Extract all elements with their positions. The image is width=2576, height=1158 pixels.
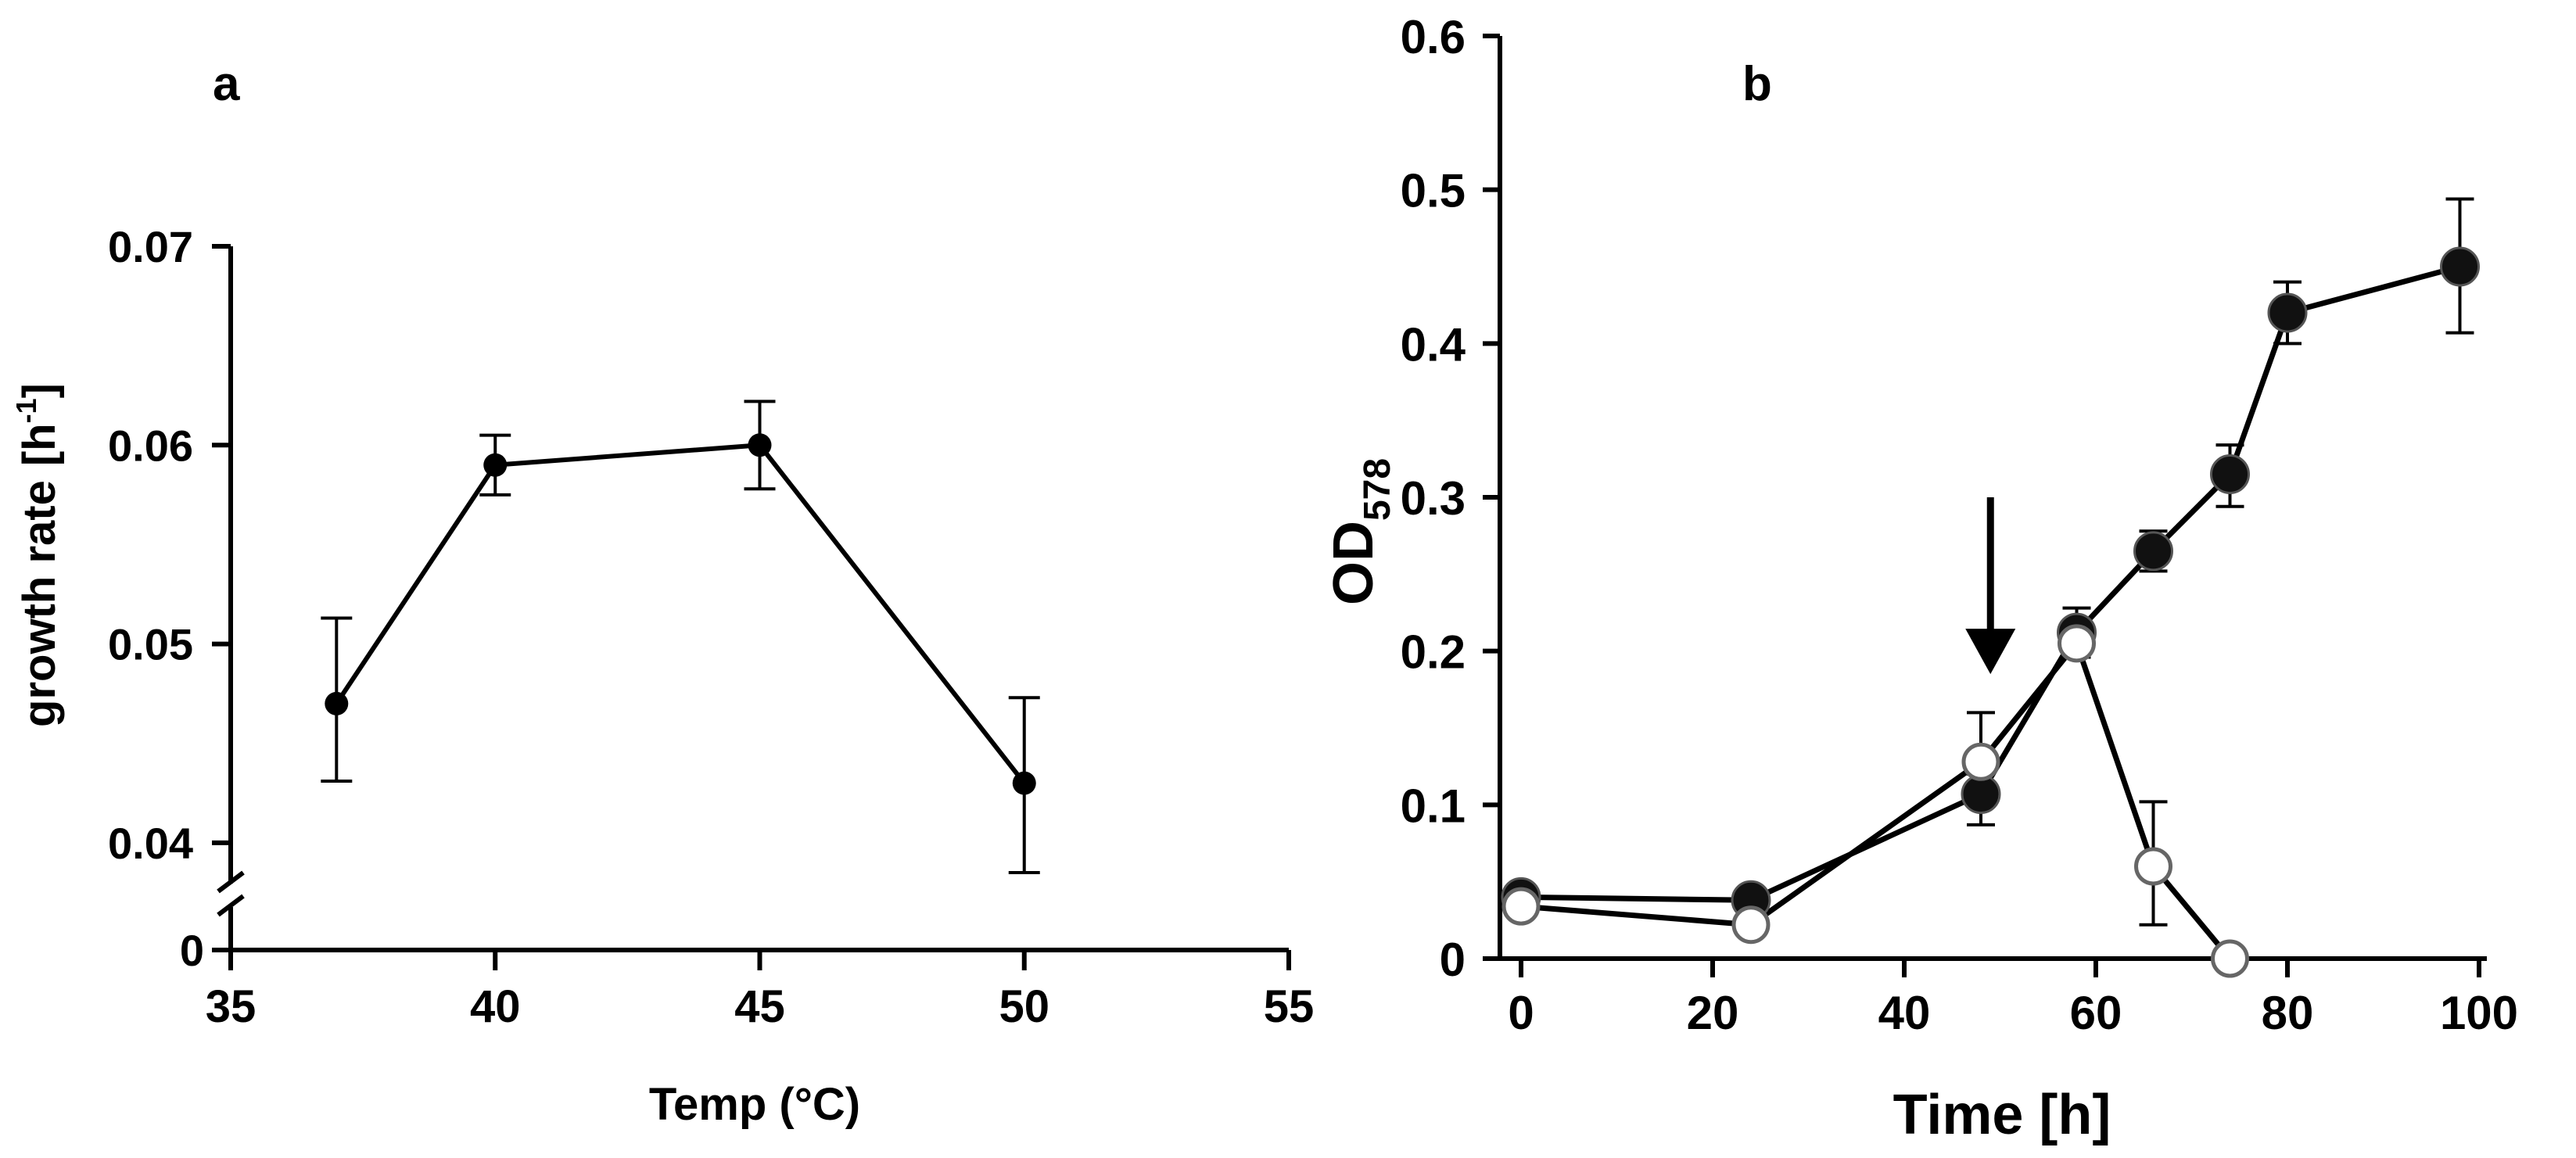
panel-a-x-tick-label: 35 bbox=[206, 981, 257, 1032]
panel-b-data-point-open bbox=[2058, 624, 2096, 663]
panel-b-x-tick-label: 60 bbox=[2070, 987, 2122, 1039]
panel-b-y-tick-label: 0 bbox=[1440, 934, 1466, 986]
panel-a-y-axis-unit-close: ] bbox=[14, 383, 65, 398]
panel-a-y-axis-title-group: growth rate [h-1] bbox=[10, 383, 65, 727]
panel-b-x-tick-label: 40 bbox=[1878, 987, 1931, 1039]
panel-b-data-point-filled bbox=[2133, 531, 2173, 572]
panel-a-axes bbox=[217, 246, 1289, 952]
panel-b-ticks: 0 0.1 0.2 0.3 0.4 0.5 0.6 0 20 40 60 80 100 bbox=[1401, 11, 2518, 1039]
panel-a-y-axis-break-mark-lower bbox=[217, 894, 245, 917]
panel-a-label: a bbox=[213, 57, 240, 111]
panel-b-label: b bbox=[1742, 57, 1772, 111]
panel-b-data-point-filled bbox=[2267, 292, 2308, 333]
panel-a-y-tick-label-zero: 0 bbox=[180, 926, 204, 975]
panel-a-ticks: 0.04 0.05 0.06 0.07 035 40 45 50 55 bbox=[108, 222, 1314, 1032]
panel-a-y-tick-label: 0.05 bbox=[108, 620, 193, 669]
panel-b-y-tick-label: 0.5 bbox=[1401, 165, 1466, 217]
panel-a-data-point bbox=[325, 691, 349, 715]
panel-b-y-tick-label: 0.6 bbox=[1401, 11, 1466, 63]
panel-b-data-point-open bbox=[2134, 847, 2172, 886]
panel-b-y-axis-title-group: OD578 bbox=[1322, 458, 1398, 605]
panel-a-series bbox=[321, 400, 1040, 874]
panel-b-y-axis-title: OD578 bbox=[1322, 458, 1398, 605]
panel-b-series bbox=[1501, 197, 2480, 978]
panel-b-x-tick-label: 100 bbox=[2440, 987, 2518, 1039]
panel-b-y-tick-label: 0.1 bbox=[1401, 780, 1466, 832]
panel-a-y-tick-label: 0.07 bbox=[108, 222, 193, 271]
panel-a-data-point bbox=[748, 433, 772, 457]
panel-b-series-line-open bbox=[1520, 637, 2233, 961]
panel-a-x-tick-label: 40 bbox=[470, 981, 521, 1032]
panel-b-y-tick-label: 0.4 bbox=[1401, 318, 1466, 371]
panel-a-y-tick-label: 0.06 bbox=[108, 421, 193, 470]
panel-b-chart: b 0 0.1 0.2 0.3 0.4 0.5 0.6 0 20 40 60 80 100 Time [… bbox=[1322, 11, 2518, 1146]
panel-b-data-point-filled bbox=[2210, 454, 2250, 494]
panel-a-y-axis-break-mark-upper bbox=[217, 870, 245, 894]
panel-a-y-axis-title: growth rate [h-1] bbox=[10, 383, 65, 727]
panel-b-series-line-filled bbox=[1520, 264, 2461, 903]
panel-b-x-tick-label: 0 bbox=[1508, 987, 1534, 1039]
panel-a-x-tick-label: 55 bbox=[1264, 981, 1315, 1032]
panel-b-arrow-head bbox=[1965, 629, 2016, 675]
panel-b-data-point-filled bbox=[2440, 246, 2480, 287]
panel-b-y-axis-title-main: OD bbox=[1322, 521, 1385, 605]
panel-b-y-tick-label: 0.3 bbox=[1401, 472, 1466, 525]
panel-a-data-point bbox=[1012, 771, 1036, 795]
panel-b-x-axis-title: Time [h] bbox=[1893, 1084, 2111, 1146]
panel-b-x-tick-label: 20 bbox=[1687, 987, 1739, 1039]
panel-a-x-tick-label: 50 bbox=[999, 981, 1049, 1032]
panel-a-series-line bbox=[334, 443, 1027, 785]
panel-b-data-point-open bbox=[1731, 905, 1771, 945]
panel-b-data-point-open bbox=[1961, 742, 2000, 781]
panel-b-x-tick-label: 80 bbox=[2262, 987, 2314, 1039]
panel-a-x-tick-label: 45 bbox=[734, 981, 785, 1032]
panel-a-data-point bbox=[483, 453, 508, 477]
panel-a-y-axis-title-main: growth rate bbox=[14, 480, 65, 727]
panel-b-y-axis-title-sub: 578 bbox=[1357, 458, 1398, 521]
panel-a-x-axis-title: Temp (°C) bbox=[649, 1079, 860, 1130]
panel-a-y-tick-label: 0.04 bbox=[108, 819, 193, 868]
panel-a-y-axis-unit: [h bbox=[14, 423, 65, 466]
panel-b-data-point-open bbox=[1501, 887, 1541, 926]
panel-b-annotation bbox=[1965, 497, 2016, 675]
panel-b-y-tick-label: 0.2 bbox=[1401, 626, 1466, 679]
panel-a-y-axis-unit-sup: -1 bbox=[10, 398, 42, 423]
panel-b-data-point-open bbox=[2211, 939, 2249, 978]
